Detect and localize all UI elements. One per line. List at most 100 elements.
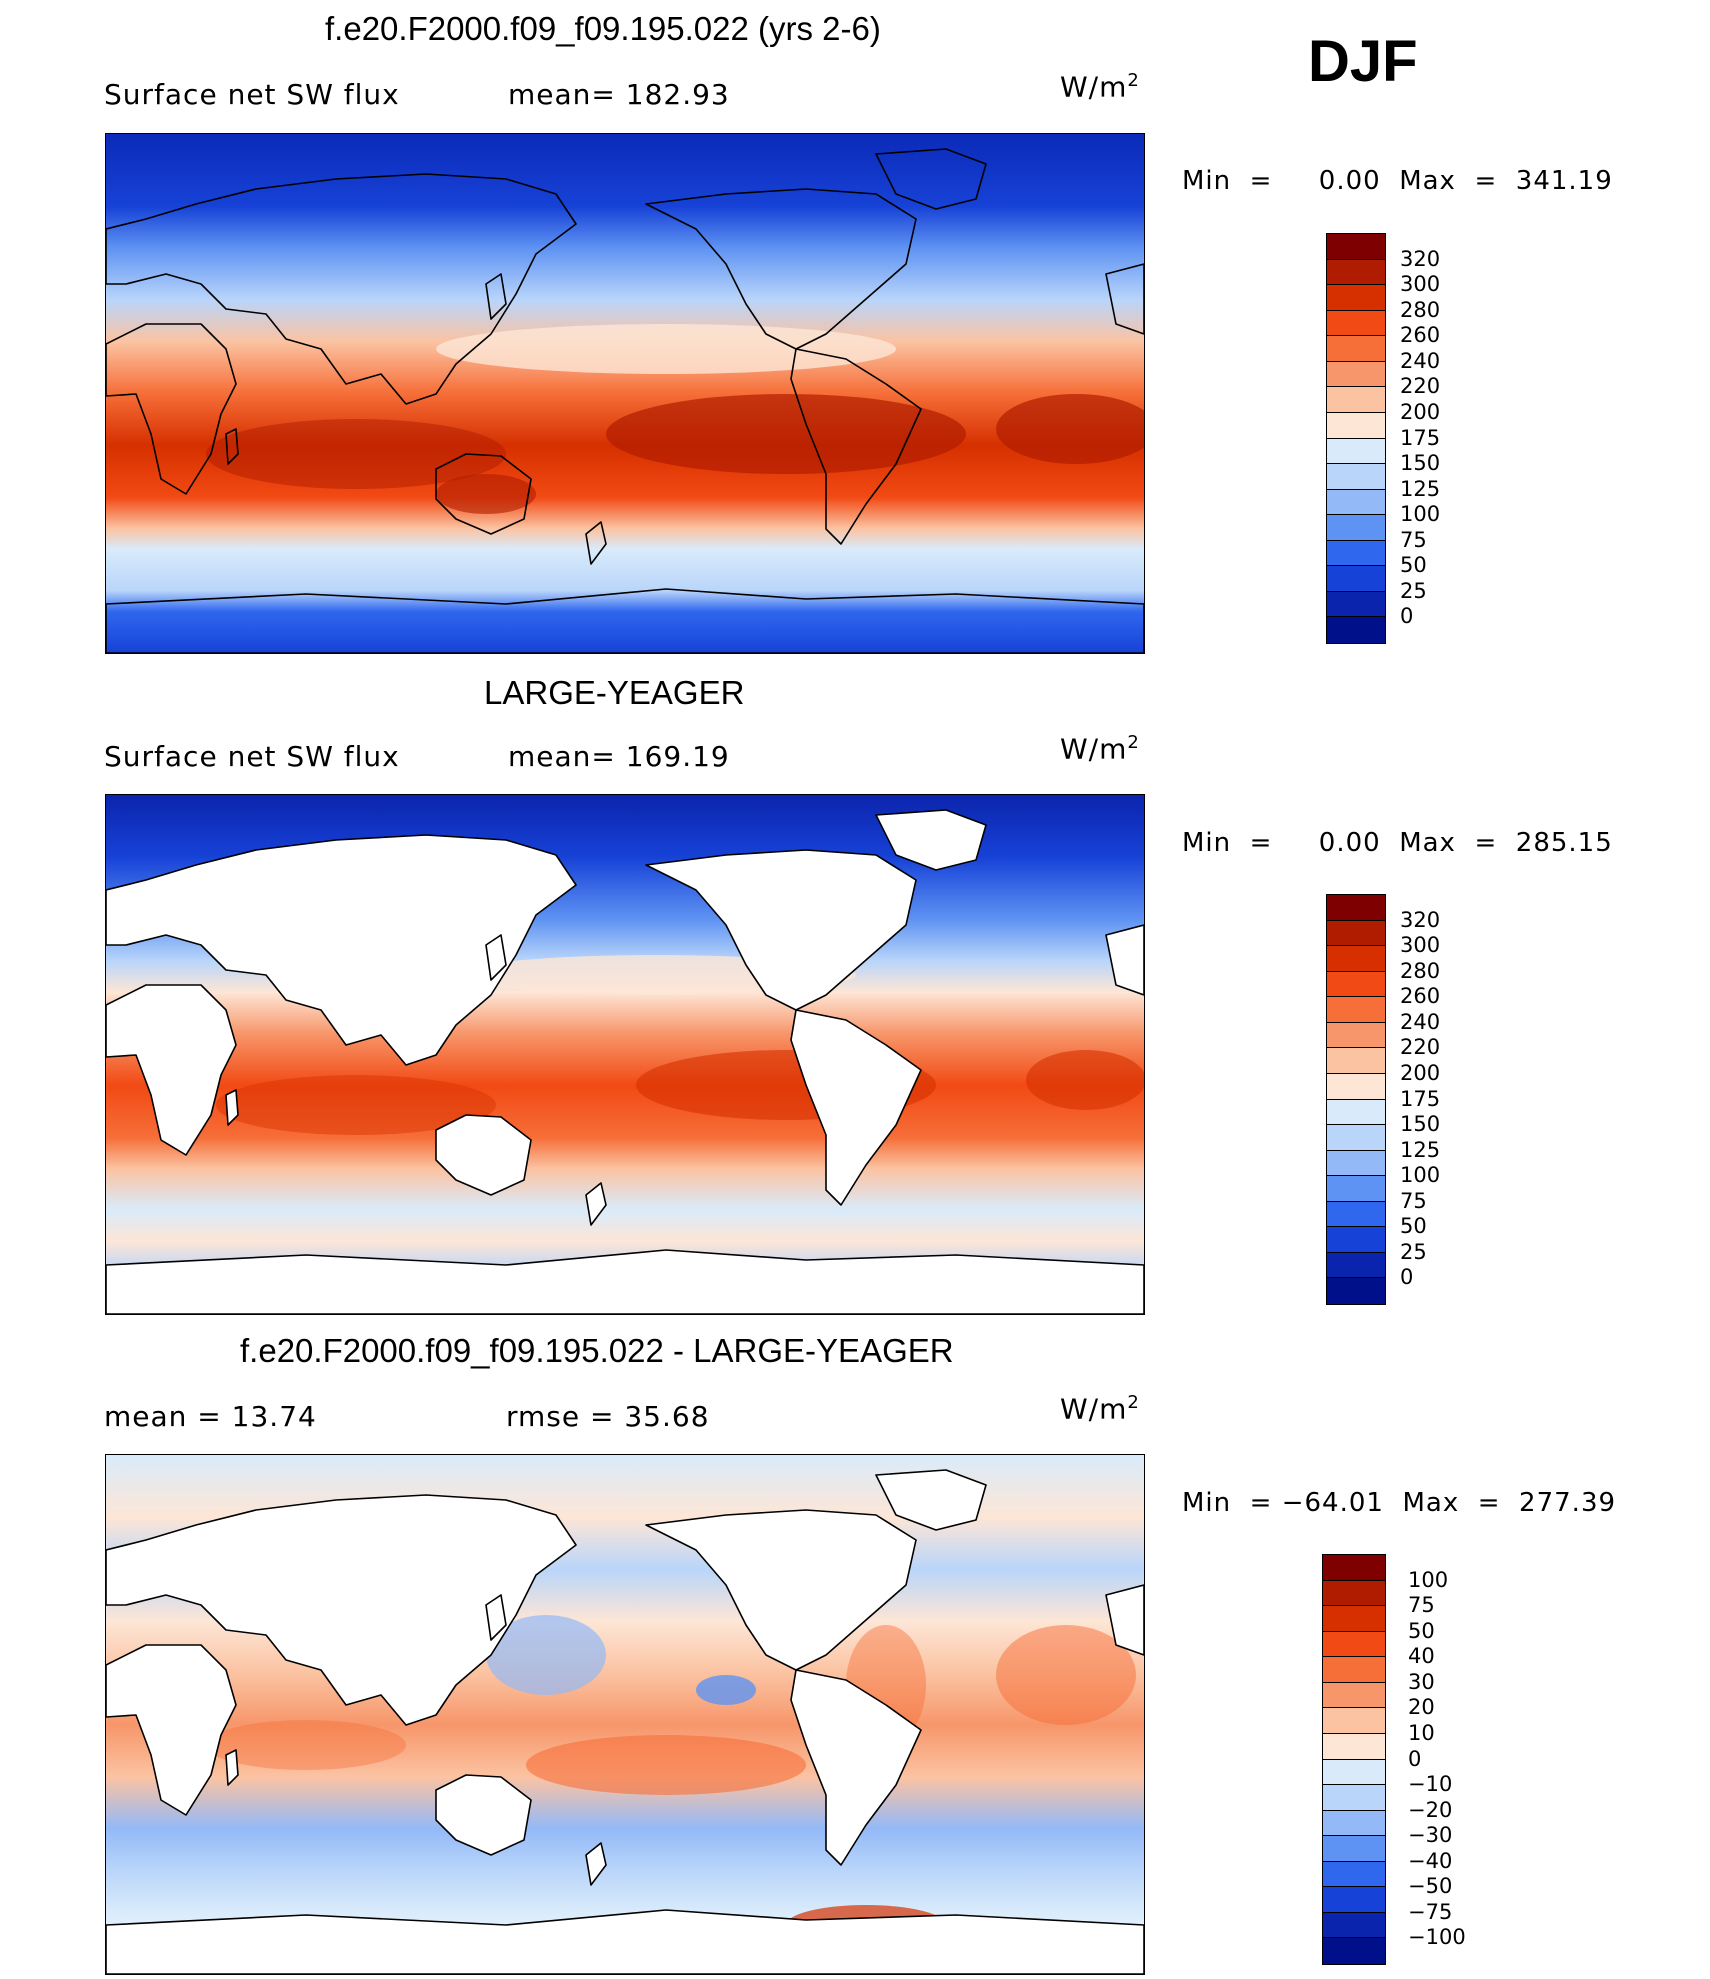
colorbar-swatch: [1327, 1176, 1385, 1202]
colorbar-swatch: [1327, 310, 1385, 337]
panel-3-mean-label: mean = 13.74: [104, 1400, 317, 1433]
colorbar-swatch: [1323, 1912, 1385, 1939]
colorbar-tick-label: 220: [1400, 1035, 1441, 1060]
colorbar-swatch: [1323, 1682, 1385, 1709]
colorbar-tick-label: 0: [1400, 604, 1414, 629]
colorbar-tick-label: 320: [1400, 246, 1441, 271]
panel-2-variable-label: Surface net SW flux: [104, 740, 400, 773]
colorbar-swatch: [1327, 464, 1385, 490]
season-label: DJF: [1308, 29, 1418, 94]
colorbar-swatch: [1323, 1631, 1385, 1658]
colorbar-swatch: [1323, 1708, 1385, 1734]
colorbar-swatch: [1327, 1227, 1385, 1253]
colorbar-tick-label: 50: [1400, 1214, 1427, 1239]
colorbar-swatch: [1327, 1073, 1385, 1100]
colorbar-tick-label: 150: [1400, 1112, 1441, 1137]
colorbar-swatch: [1327, 920, 1385, 947]
colorbar-tick-label: 50: [1408, 1618, 1435, 1643]
colorbar-swatch: [1327, 1150, 1385, 1177]
colorbar-swatch: [1323, 1810, 1385, 1837]
panel-3-rmse-label: rmse = 35.68: [506, 1400, 710, 1433]
colorbar-tick-label: 175: [1400, 1086, 1441, 1111]
panel-2-colorbar: [1326, 894, 1386, 1305]
panel-2-mean-label: mean= 169.19: [508, 740, 730, 773]
colorbar-swatch: [1327, 617, 1385, 643]
colorbar-tick-label: 300: [1400, 933, 1441, 958]
colorbar-tick-label: 240: [1400, 1009, 1441, 1034]
colorbar-swatch: [1323, 1785, 1385, 1811]
colorbar-tick-label: 100: [1408, 1567, 1449, 1592]
colorbar-swatch: [1327, 591, 1385, 618]
colorbar-tick-label: 0: [1408, 1746, 1422, 1771]
panel-2-map: [105, 794, 1145, 1315]
colorbar-tick-label: 25: [1400, 578, 1427, 603]
colorbar-tick-label: 125: [1400, 1137, 1441, 1162]
colorbar-tick-label: 75: [1408, 1593, 1435, 1618]
colorbar-swatch: [1327, 566, 1385, 592]
colorbar-swatch: [1327, 438, 1385, 465]
colorbar-swatch: [1327, 387, 1385, 413]
colorbar-tick-label: 50: [1400, 553, 1427, 578]
colorbar-swatch: [1327, 336, 1385, 362]
colorbar-tick-label: 25: [1400, 1239, 1427, 1264]
panel-3-title: f.e20.F2000.f09_f09.195.022 - LARGE-YEAG…: [240, 1332, 954, 1369]
colorbar-swatch: [1327, 361, 1385, 388]
colorbar-tick-label: −100: [1408, 1925, 1466, 1950]
colorbar-swatch: [1327, 895, 1385, 921]
colorbar-tick-label: 100: [1400, 502, 1441, 527]
colorbar-tick-label: 260: [1400, 323, 1441, 348]
colorbar-swatch: [1327, 1125, 1385, 1151]
colorbar-tick-label: 240: [1400, 348, 1441, 373]
colorbar-tick-label: −75: [1408, 1899, 1453, 1924]
colorbar-tick-label: 30: [1408, 1669, 1435, 1694]
colorbar-tick-label: 300: [1400, 272, 1441, 297]
panel-1-variable-label: Surface net SW flux: [104, 78, 400, 111]
colorbar-swatch: [1323, 1759, 1385, 1786]
colorbar-tick-label: 100: [1400, 1163, 1441, 1188]
panel-1-minmax: Min = 0.00 Max = 341.19: [1182, 166, 1613, 196]
colorbar-tick-label: 260: [1400, 984, 1441, 1009]
colorbar-swatch: [1323, 1580, 1385, 1607]
colorbar-swatch: [1327, 1252, 1385, 1279]
colorbar-swatch: [1327, 259, 1385, 286]
panel-3-minmax: Min = −64.01 Max = 277.39: [1182, 1488, 1617, 1518]
panel-1-mean-label: mean= 182.93: [508, 78, 730, 111]
panel-2-units: W/m2: [1060, 732, 1140, 766]
colorbar-swatch: [1327, 285, 1385, 311]
colorbar-tick-label: 280: [1400, 958, 1441, 983]
colorbar-swatch: [1323, 1861, 1385, 1888]
colorbar-tick-label: 40: [1408, 1644, 1435, 1669]
colorbar-tick-label: 20: [1408, 1695, 1435, 1720]
colorbar-swatch: [1323, 1657, 1385, 1683]
colorbar-swatch: [1327, 412, 1385, 439]
colorbar-swatch: [1327, 1278, 1385, 1304]
colorbar-tick-label: 150: [1400, 451, 1441, 476]
colorbar-swatch: [1323, 1887, 1385, 1913]
colorbar-tick-label: 320: [1400, 907, 1441, 932]
colorbar-swatch: [1323, 1555, 1385, 1581]
colorbar-swatch: [1323, 1836, 1385, 1862]
colorbar-swatch: [1323, 1606, 1385, 1632]
colorbar-tick-label: 125: [1400, 476, 1441, 501]
colorbar-swatch: [1327, 1022, 1385, 1049]
colorbar-tick-label: 0: [1400, 1265, 1414, 1290]
colorbar-tick-label: −30: [1408, 1823, 1453, 1848]
colorbar-tick-label: 75: [1400, 1188, 1427, 1213]
colorbar-tick-label: 280: [1400, 297, 1441, 322]
panel-3-units: W/m2: [1060, 1392, 1140, 1426]
colorbar-tick-label: 220: [1400, 374, 1441, 399]
panel-3-colorbar: [1322, 1554, 1386, 1965]
colorbar-swatch: [1323, 1938, 1385, 1964]
panel-1-title: f.e20.F2000.f09_f09.195.022 (yrs 2-6): [325, 10, 881, 47]
panel-2-minmax: Min = 0.00 Max = 285.15: [1182, 828, 1613, 858]
colorbar-swatch: [1327, 946, 1385, 972]
colorbar-swatch: [1327, 1201, 1385, 1228]
colorbar-tick-label: −40: [1408, 1848, 1453, 1873]
colorbar-swatch: [1327, 1048, 1385, 1074]
colorbar-swatch: [1327, 234, 1385, 260]
colorbar-swatch: [1327, 971, 1385, 998]
colorbar-swatch: [1327, 540, 1385, 567]
colorbar-swatch: [1327, 997, 1385, 1023]
panel-1-units: W/m2: [1060, 70, 1140, 104]
panel-1-colorbar: [1326, 233, 1386, 644]
